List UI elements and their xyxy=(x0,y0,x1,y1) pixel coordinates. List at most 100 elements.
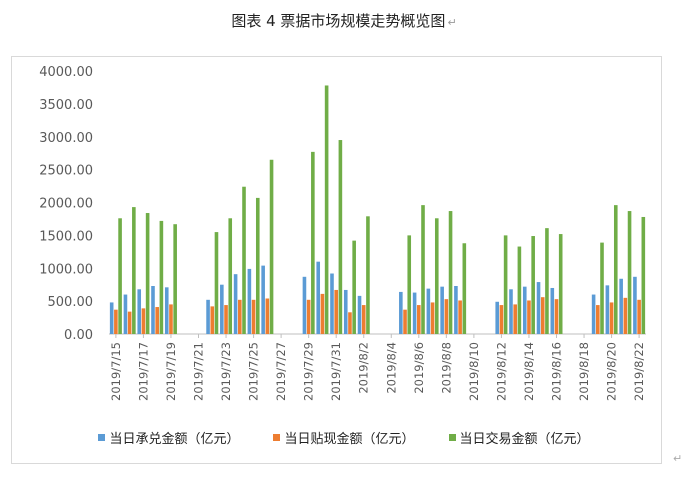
bar-discount xyxy=(348,312,352,334)
bar-discount xyxy=(334,289,338,334)
bar-acceptance xyxy=(206,299,210,334)
x-tick-label: 2019/8/18 xyxy=(577,342,591,401)
bar-trading xyxy=(448,211,453,334)
y-tick-label: 0.00 xyxy=(64,328,93,343)
bar-discount xyxy=(155,307,159,334)
x-tick-label: 2019/7/25 xyxy=(247,342,261,401)
bar-discount xyxy=(623,297,628,334)
legend-label-trading: 当日交易金额（亿元） xyxy=(459,432,590,447)
bar-discount xyxy=(609,302,614,334)
x-tick-label: 2019/8/8 xyxy=(439,342,453,394)
bar-trading xyxy=(269,159,274,334)
bar-acceptance xyxy=(605,285,610,334)
bar-trading xyxy=(503,235,508,335)
bar-trading xyxy=(627,211,632,334)
bar-trading xyxy=(118,218,122,334)
y-tick-label: 1500.00 xyxy=(39,229,93,244)
x-tick-label: 2019/8/10 xyxy=(467,342,481,401)
bar-trading xyxy=(242,186,246,334)
bar-discount xyxy=(306,299,311,334)
bar-trading xyxy=(311,151,315,334)
bar-acceptance xyxy=(591,294,596,334)
bar-trading xyxy=(421,205,425,334)
y-tick-label: 3500.00 xyxy=(39,98,93,113)
bar-acceptance xyxy=(137,289,142,334)
bar-trading xyxy=(434,218,439,334)
bar-discount xyxy=(265,298,270,334)
bar-discount xyxy=(238,299,242,334)
bar-trading xyxy=(132,207,136,334)
bar-trading xyxy=(338,140,343,334)
bar-discount xyxy=(637,299,641,334)
bar-acceptance xyxy=(633,276,637,334)
paragraph-mark-icon: ↵ xyxy=(447,16,457,29)
y-tick-label: 2000.00 xyxy=(39,197,93,212)
x-tick-label: 2019/7/21 xyxy=(192,342,206,401)
chart-legend: 当日承兑金额（亿元） 当日贴现金额（亿元） 当日交易金额（亿元） xyxy=(0,428,688,447)
bar-discount xyxy=(430,302,435,334)
legend-swatch-acceptance xyxy=(98,434,106,441)
bar-trading xyxy=(173,224,177,334)
bar-discount xyxy=(224,305,228,334)
bar-acceptance xyxy=(536,282,541,334)
bar-discount xyxy=(554,299,559,334)
bar-discount xyxy=(141,308,146,334)
y-tick-label: 4000.00 xyxy=(39,65,93,80)
legend-item-trading: 当日交易金额（亿元） xyxy=(448,428,590,447)
bar-acceptance xyxy=(220,284,224,334)
chart-frame xyxy=(11,56,662,464)
title-text: 图表 4 票据市场规模走势概览图 xyxy=(231,12,446,30)
bar-acceptance xyxy=(522,286,527,334)
bar-trading xyxy=(641,216,646,334)
legend-item-acceptance: 当日承兑金额（亿元） xyxy=(98,428,239,447)
legend-label-discount: 当日贴现金额（亿元） xyxy=(284,432,415,447)
bar-trading xyxy=(228,218,233,334)
bar-discount xyxy=(127,311,132,334)
bar-discount xyxy=(417,305,421,334)
bar-trading xyxy=(407,235,412,335)
legend-label-acceptance: 当日承兑金额（亿元） xyxy=(109,432,240,447)
bar-discount xyxy=(458,300,462,334)
bar-discount xyxy=(251,299,256,334)
legend-item-discount: 当日贴现金额（亿元） xyxy=(273,428,415,447)
bar-acceptance xyxy=(550,287,555,334)
bar-acceptance xyxy=(109,302,114,334)
x-tick-label: 2019/8/2 xyxy=(357,342,371,394)
bar-acceptance xyxy=(509,289,513,334)
bar-acceptance xyxy=(151,286,155,334)
x-tick-label: 2019/8/4 xyxy=(384,342,398,394)
bar-acceptance xyxy=(302,276,307,334)
bar-trading xyxy=(255,197,260,334)
bar-discount xyxy=(403,309,407,334)
bar-acceptance xyxy=(495,301,500,334)
bar-discount xyxy=(210,306,215,334)
x-tick-label: 2019/8/20 xyxy=(605,342,619,401)
page-title: 图表 4 票据市场规模走势概览图 ↵ xyxy=(0,10,688,31)
x-tick-label: 2019/7/19 xyxy=(164,342,178,401)
x-tick-label: 2019/8/6 xyxy=(412,342,426,394)
bar-trading xyxy=(159,220,164,334)
bar-discount xyxy=(540,297,545,334)
bar-trading xyxy=(545,228,549,334)
x-tick-label: 2019/8/14 xyxy=(522,342,536,401)
bar-discount xyxy=(114,309,118,334)
y-tick-label: 3000.00 xyxy=(39,131,93,146)
bar-acceptance xyxy=(426,288,431,334)
bar-acceptance xyxy=(440,286,444,334)
x-tick-label: 2019/7/29 xyxy=(302,342,316,401)
x-tick-label: 2019/7/15 xyxy=(109,342,123,401)
x-tick-label: 2019/8/16 xyxy=(550,342,564,401)
bar-trading xyxy=(613,205,618,334)
bar-trading xyxy=(366,216,370,334)
bar-trading xyxy=(517,246,522,334)
legend-swatch-discount xyxy=(273,434,281,441)
bar-acceptance xyxy=(233,274,238,334)
bar-acceptance xyxy=(412,292,417,334)
x-tick-label: 2019/8/12 xyxy=(494,342,508,401)
bar-acceptance xyxy=(357,295,362,334)
bar-acceptance xyxy=(330,273,334,334)
bar-acceptance xyxy=(399,291,403,334)
bar-acceptance xyxy=(316,261,321,334)
x-tick-label: 2019/7/23 xyxy=(219,342,233,401)
